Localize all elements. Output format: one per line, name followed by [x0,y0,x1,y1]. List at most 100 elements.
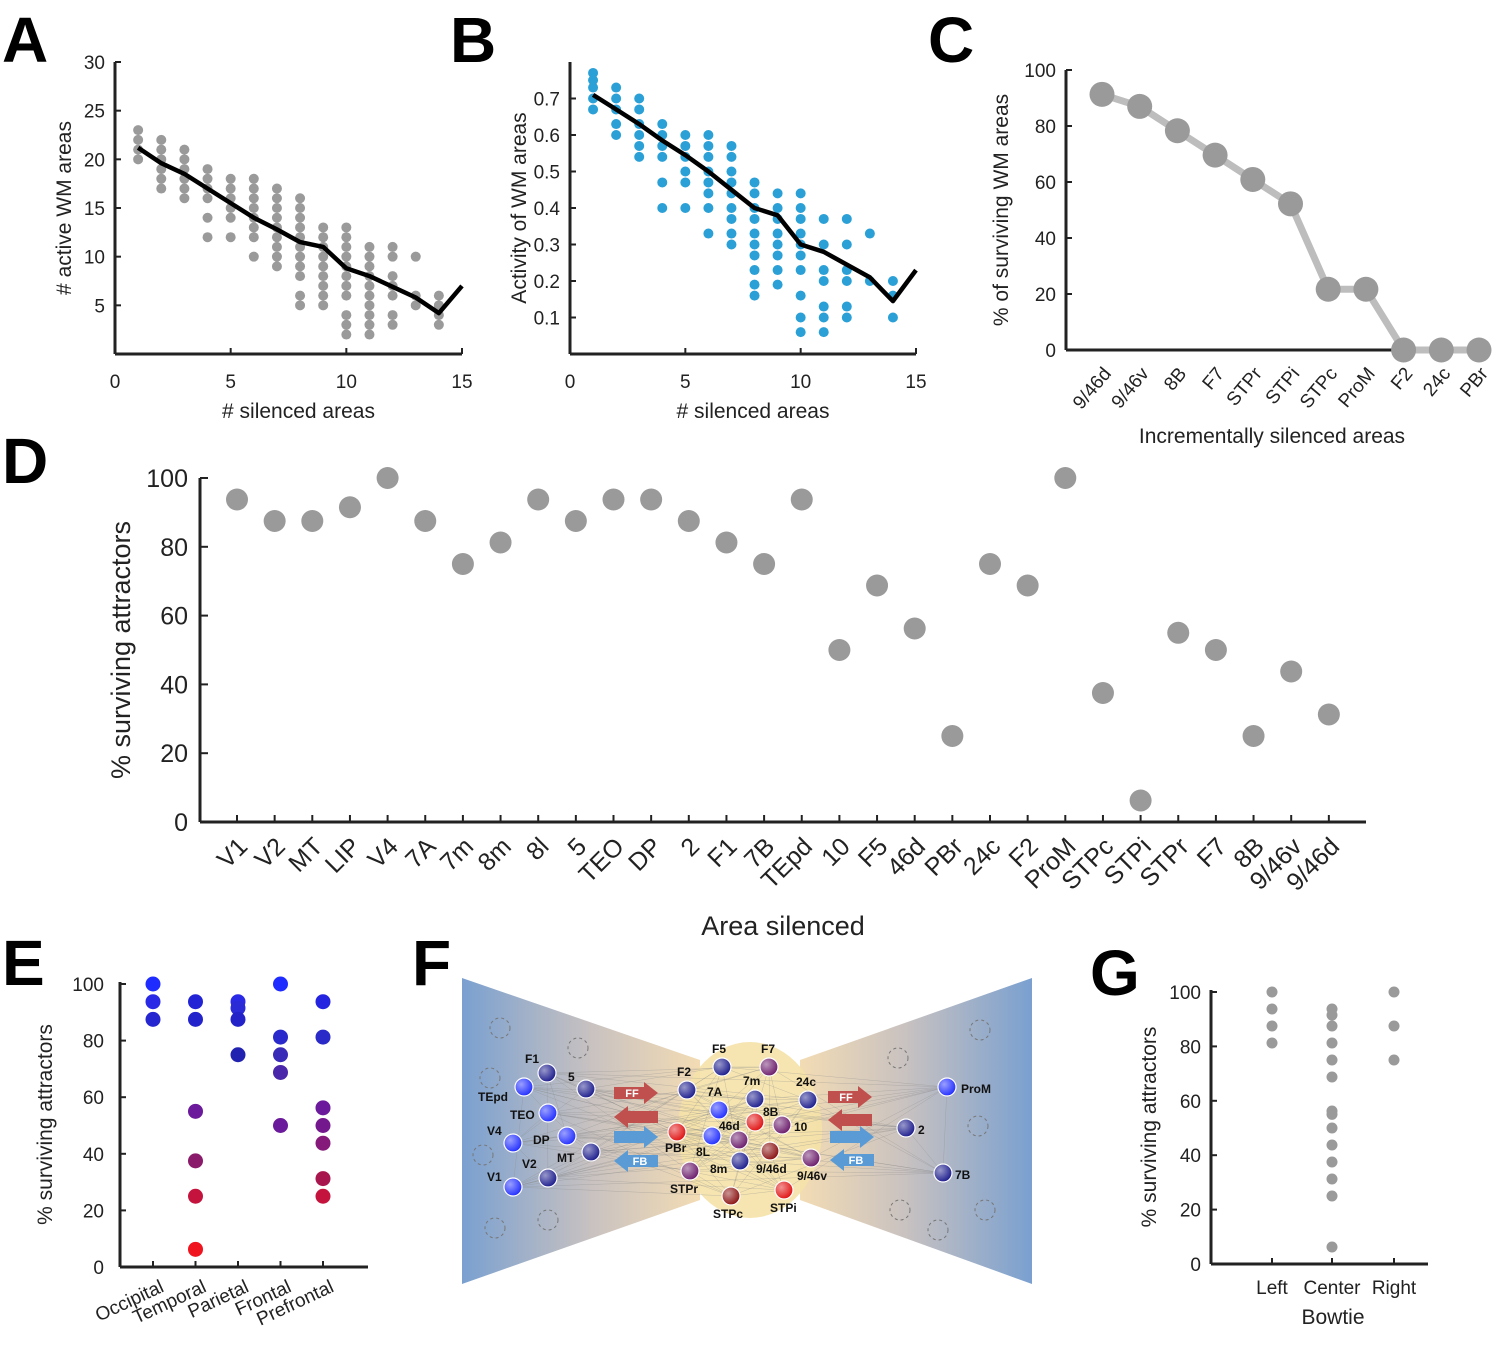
data-point [1089,81,1115,107]
edge [547,1157,812,1179]
edge [689,1157,812,1172]
y-tick-label: 0.2 [534,272,560,293]
data-point [202,232,213,243]
y-tick-label: 80 [83,1032,104,1053]
data-point [1326,1020,1338,1032]
data-point [156,134,167,145]
x-tick-label: 5 [680,372,691,393]
data-point [188,1188,203,1204]
y-tick-label: 60 [83,1088,104,1109]
edge [689,1121,756,1172]
data-point [1266,1037,1278,1049]
data-point [611,119,622,130]
data-point [640,488,663,511]
x-tick-label: 10 [790,372,811,393]
edge [768,1066,771,1152]
data-point [341,222,352,233]
area-node-shade [773,1116,791,1134]
data-point [433,319,444,330]
area-node-shade [775,1181,793,1199]
data-point [818,301,829,312]
data-point [364,261,375,272]
backward-arrow [828,1109,872,1131]
data-point [703,177,714,188]
data-point [1326,1122,1338,1134]
data-point [295,261,306,272]
forward-arrow [830,1126,874,1148]
y-axis-label: Activity of WM areas [508,112,531,303]
data-point [1240,166,1266,192]
area-node-label: 7m [743,1074,760,1088]
data-point [295,300,306,311]
data-point [790,488,813,511]
y-tick-label: 0.3 [534,236,560,257]
data-point [271,241,282,252]
edge [547,1177,785,1191]
data-point [273,1029,288,1045]
data-point [1204,639,1227,661]
data-point [364,300,375,311]
data-point [1326,1037,1338,1049]
x-tick-label: F2 [1387,364,1417,394]
arrow-label: FB [849,1155,864,1167]
edge [546,1072,549,1179]
data-point [726,151,737,162]
data-point [1202,142,1228,168]
data-point [318,271,329,282]
data-point [410,251,421,262]
data-point [1326,1108,1338,1120]
area-node-shade [504,1134,522,1152]
data-point [1428,337,1454,363]
data-point [225,173,236,184]
data-point [387,241,398,252]
edge [546,1072,568,1137]
x-tick-label: 24c [958,832,1006,880]
data-point [795,265,806,276]
area-node-shade [934,1164,952,1182]
data-point [602,488,625,511]
area-node-label: 7B [955,1168,971,1182]
data-point [1388,1020,1400,1032]
edge [547,1112,732,1197]
data-point [318,300,329,311]
y-tick-label: 5 [94,296,105,317]
data-point [341,329,352,340]
area-node-label: 9/46d [756,1162,787,1176]
data-point [410,300,421,311]
y-tick-label: 60 [1035,173,1056,194]
x-tick-label: 15 [451,372,472,393]
x-tick-label: F7 [1192,832,1232,872]
area-node-label: F2 [677,1065,691,1079]
data-point [271,183,282,194]
data-point [248,232,259,243]
data-point [634,140,645,151]
data-point [225,212,236,223]
data-point [1164,118,1190,144]
data-point [318,232,329,243]
data-point [703,130,714,140]
data-point [772,228,783,239]
data-point [749,239,760,250]
x-tick-label: 15 [905,372,926,393]
x-tick-label: V4 [362,832,403,873]
area-node-label: 2 [918,1123,925,1137]
data-point [202,173,213,184]
panel-letter-A: A [2,4,48,76]
arrow-label: FF [839,1092,853,1104]
x-axis-label: Area silenced [701,911,865,941]
data-point [753,553,776,575]
edge [768,1066,783,1126]
data-point [364,290,375,301]
data-point [818,327,829,338]
edge [781,1086,948,1126]
data-point [828,639,851,661]
empty-node [484,1217,506,1239]
data-point [1315,276,1341,302]
area-node-label: 24c [796,1075,816,1089]
y-tick-label: 100 [1024,61,1056,82]
panel-letter-C: C [928,4,974,76]
x-tick-label: 10 [816,832,855,871]
edge [754,1086,948,1123]
data-point [202,212,213,223]
